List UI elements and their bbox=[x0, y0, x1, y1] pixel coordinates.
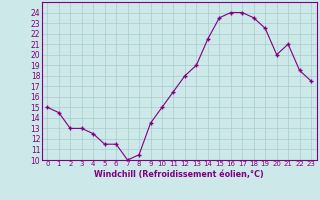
X-axis label: Windchill (Refroidissement éolien,°C): Windchill (Refroidissement éolien,°C) bbox=[94, 170, 264, 179]
